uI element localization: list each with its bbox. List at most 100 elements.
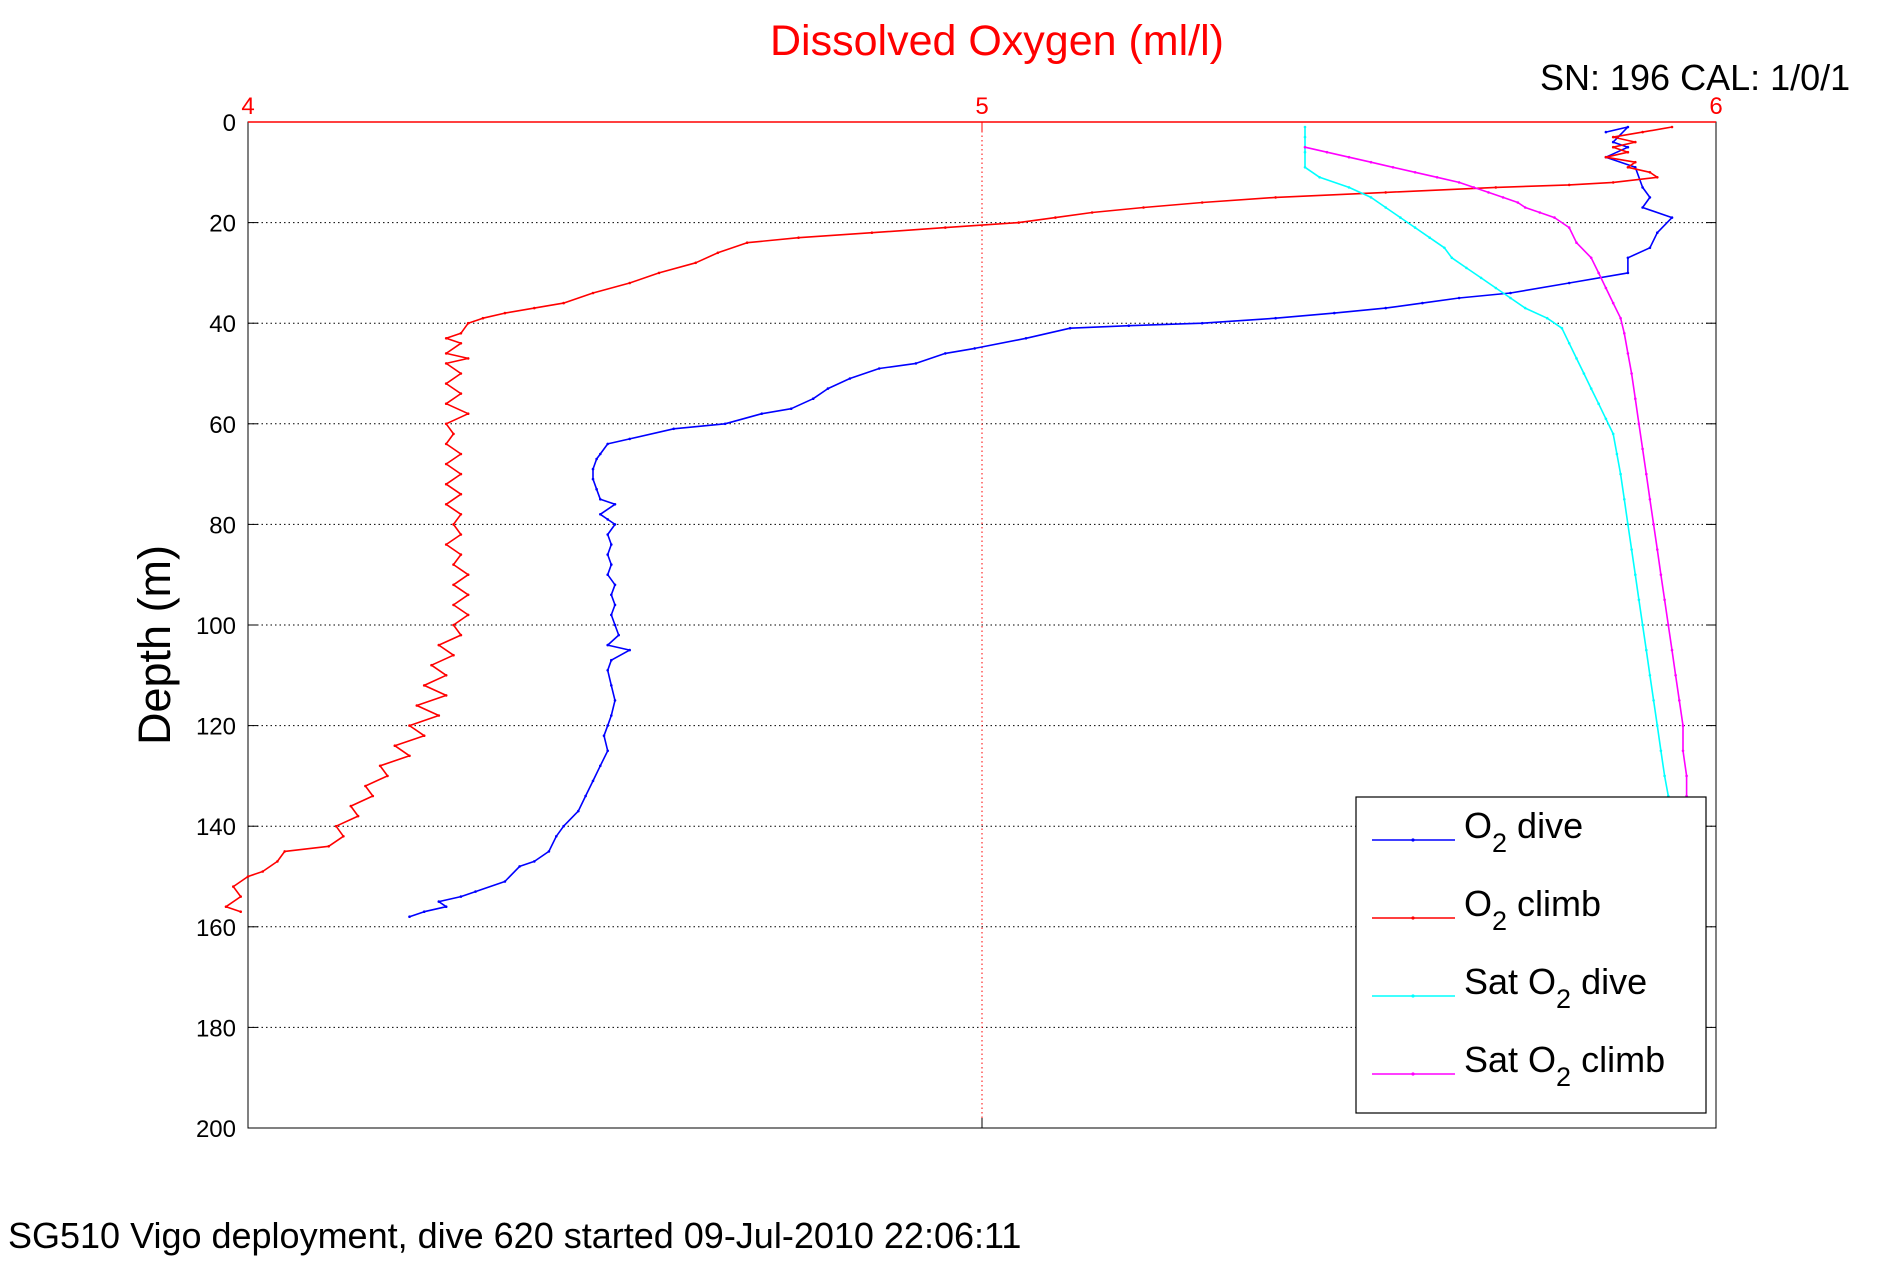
series-1-point [444,362,448,365]
series-0-point [1421,301,1424,305]
series-0-point [613,523,617,526]
series-1-point [466,321,470,325]
series-0-point [1567,281,1571,285]
series-1-point [444,674,448,677]
legend-box [1355,796,1707,1114]
series-0-point [599,764,602,768]
series-1-point [459,533,463,536]
series-2-point [1369,196,1373,199]
series-3-point [1685,774,1688,778]
legend-marker-2 [1411,994,1415,998]
gridlines [248,122,1716,1128]
series-3-point [1663,598,1666,602]
series-0-point [628,437,631,441]
series-1-point [1567,183,1571,187]
series-1-point [444,442,448,446]
legend: O2 dive O2 climb Sat O2 dive Sat O2 climb [1355,796,1707,1114]
series-0-point [606,749,609,753]
series-0-point [577,809,580,813]
series-0-point [602,734,606,737]
series-3-point [1681,724,1685,727]
series-3-point [1567,226,1571,229]
series-2-point [1641,623,1644,627]
series-2-point [1626,523,1630,526]
series-1-point [239,895,242,898]
series-1-point [444,462,448,466]
series-3-point [1391,166,1395,169]
series-0-point [973,347,976,350]
series-0-point [606,518,609,521]
series-3-point [1575,241,1578,244]
series-1-point [459,472,463,476]
series-1-point [444,482,448,486]
series-0-point [1634,166,1637,169]
series-3-point [1634,397,1637,401]
series-1-point [1494,186,1498,189]
series-1-point [459,342,463,345]
series-1-point [459,492,463,496]
series-2-point [1615,452,1619,456]
series-2-point [1303,135,1307,139]
series-1-point [276,860,279,863]
series-0-point [877,367,881,370]
x-tick-label: 4 [241,93,254,120]
series-1-point [1090,211,1094,214]
series-1-point [452,623,455,627]
legend-label-1: O2 climb [1464,883,1601,936]
series-1-point [452,583,455,587]
y-tick-label: 60 [209,412,236,439]
series-3-point [1597,271,1600,275]
series-2-point [1589,387,1593,390]
series-1-point [386,774,389,778]
series-0-point [610,543,613,546]
series-3-point [1626,352,1630,355]
series-1-point [452,603,455,607]
series-1-point [1274,196,1277,199]
series-0-point [1670,216,1674,219]
x-tick-label: 6 [1709,93,1722,120]
legend-marker-3 [1411,1072,1415,1076]
series-3-point [1516,201,1520,204]
series-1-point [1611,135,1615,139]
series-0-point [474,890,477,893]
series-2-point [1303,150,1307,154]
series-1-point [393,744,397,747]
series-1-point [466,613,470,617]
series-2-point [1582,372,1586,375]
y-tick-label: 160 [196,915,236,942]
series-1-point [1626,150,1630,154]
series-1-point [261,870,265,873]
series-1-point [232,885,235,888]
calibration-annotation: SN: 196 CAL: 1/0/1 [1540,57,1850,98]
series-2-point [1634,573,1637,576]
series-1-point [1142,206,1145,209]
series-1-point [349,804,353,808]
series-0-point [518,865,521,868]
series-1-point [1611,181,1615,184]
series-0-point [628,648,631,652]
series-3-point [1623,332,1626,335]
series-0-point [555,835,558,838]
series-0-point [1024,337,1028,340]
legend-marker-1 [1411,916,1415,920]
series-1-point [1634,140,1637,144]
series-2-point [1450,256,1454,260]
series-0-point [459,895,463,898]
series-0-point [613,503,617,506]
series-0-point [1333,311,1336,315]
series-0-point [1068,326,1072,330]
series-1-point [466,412,470,416]
series-2-point [1652,699,1655,702]
series-2-point [1619,472,1622,476]
series-1-point [657,271,661,275]
series-3-point [1523,206,1527,209]
series-2-point [1384,206,1387,209]
series-1-point [364,784,367,788]
series-2-point [1597,402,1600,406]
series-0-point [613,699,617,702]
series-1-point [452,432,455,436]
series-2-point [1604,417,1608,421]
series-1-point [444,352,448,355]
series-0-point [1384,306,1387,310]
series-0-point [533,860,536,863]
